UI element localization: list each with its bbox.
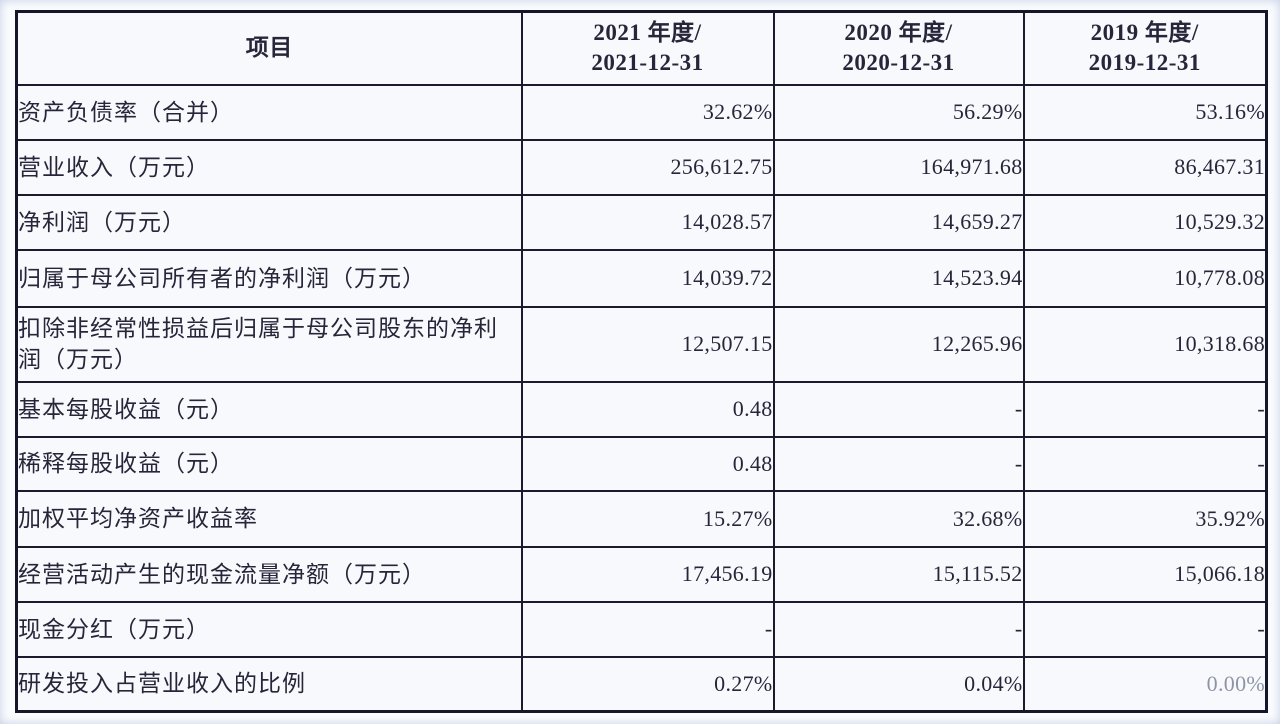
cell-value: - bbox=[1022, 380, 1268, 438]
cell-value: - bbox=[772, 435, 1025, 492]
row-label: 扣除非经常性损益后归属于母公司股东的净利润（万元） bbox=[15, 305, 523, 383]
table-row-basic-eps: 基本每股收益（元） 0.48 - - bbox=[15, 380, 1268, 438]
cell-value: 15,066.18 bbox=[1022, 545, 1268, 603]
header-2020: 2020 年度/ 2020-12-31 bbox=[772, 10, 1025, 86]
table-row-debt-ratio: 资产负债率（合并） 32.62% 56.29% 53.16% bbox=[15, 83, 1268, 141]
header-2021-line1: 2021 年度/ bbox=[593, 20, 702, 46]
cell-value: 14,659.27 bbox=[772, 193, 1025, 251]
header-item: 项目 bbox=[15, 10, 523, 86]
header-2021: 2021 年度/ 2021-12-31 bbox=[520, 10, 775, 86]
cell-value: 10,318.68 bbox=[1022, 305, 1268, 383]
header-2019: 2019 年度/ 2019-12-31 bbox=[1022, 10, 1268, 86]
cell-value: 0.04% bbox=[772, 655, 1025, 713]
table-row-diluted-eps: 稀释每股收益（元） 0.48 - - bbox=[15, 435, 1268, 492]
row-label: 资产负债率（合并） bbox=[15, 83, 523, 141]
row-label: 稀释每股收益（元） bbox=[15, 435, 523, 492]
table-row-parent-net-profit: 归属于母公司所有者的净利润（万元） 14,039.72 14,523.94 10… bbox=[15, 248, 1268, 308]
row-label: 基本每股收益（元） bbox=[15, 380, 523, 438]
row-label: 归属于母公司所有者的净利润（万元） bbox=[15, 248, 523, 308]
cell-value: 0.27% bbox=[520, 655, 775, 713]
header-2020-line1: 2020 年度/ bbox=[844, 20, 953, 46]
financial-indicators-table: 项目 2021 年度/ 2021-12-31 2020 年度/ 2020-12-… bbox=[15, 10, 1268, 713]
row-label: 营业收入（万元） bbox=[15, 138, 523, 196]
cell-value: 17,456.19 bbox=[520, 545, 775, 603]
cell-value: 0.48 bbox=[520, 380, 775, 438]
cell-value: 35.92% bbox=[1022, 489, 1268, 548]
row-label: 现金分红（万元） bbox=[15, 600, 523, 658]
cell-value: 12,265.96 bbox=[772, 305, 1025, 383]
cell-value: 53.16% bbox=[1022, 83, 1268, 141]
cell-value: 14,028.57 bbox=[520, 193, 775, 251]
table-row-rd-ratio: 研发投入占营业收入的比例 0.27% 0.04% 0.00% bbox=[15, 655, 1268, 713]
table-row-net-profit: 净利润（万元） 14,028.57 14,659.27 10,529.32 bbox=[15, 193, 1268, 251]
cell-value: 10,529.32 bbox=[1022, 193, 1268, 251]
cell-value: 32.62% bbox=[520, 83, 775, 141]
header-2021-line2: 2021-12-31 bbox=[591, 50, 704, 76]
row-label: 研发投入占营业收入的比例 bbox=[15, 655, 523, 713]
row-label: 净利润（万元） bbox=[15, 193, 523, 251]
cell-value: 14,039.72 bbox=[520, 248, 775, 308]
table-row-cash-dividend: 现金分红（万元） - - - bbox=[15, 600, 1268, 658]
table-row-revenue: 营业收入（万元） 256,612.75 164,971.68 86,467.31 bbox=[15, 138, 1268, 196]
cell-value: 0.48 bbox=[520, 435, 775, 492]
cell-value: 12,507.15 bbox=[520, 305, 775, 383]
cell-value: 256,612.75 bbox=[520, 138, 775, 196]
cell-value: - bbox=[1022, 600, 1268, 658]
cell-value: 56.29% bbox=[772, 83, 1025, 141]
table-header-row: 项目 2021 年度/ 2021-12-31 2020 年度/ 2020-12-… bbox=[15, 10, 1268, 86]
cell-value: 164,971.68 bbox=[772, 138, 1025, 196]
table-row-deducted-net-profit: 扣除非经常性损益后归属于母公司股东的净利润（万元） 12,507.15 12,2… bbox=[15, 305, 1268, 383]
header-2019-line2: 2019-12-31 bbox=[1088, 50, 1201, 76]
row-label: 加权平均净资产收益率 bbox=[15, 489, 523, 548]
header-2019-line1: 2019 年度/ bbox=[1090, 20, 1199, 46]
header-2020-line2: 2020-12-31 bbox=[842, 50, 955, 76]
cell-value: 86,467.31 bbox=[1022, 138, 1268, 196]
table-row-weighted-roe: 加权平均净资产收益率 15.27% 32.68% 35.92% bbox=[15, 489, 1268, 548]
cell-value: 10,778.08 bbox=[1022, 248, 1268, 308]
cell-value-faded: 0.00% bbox=[1022, 655, 1268, 713]
cell-value: 15,115.52 bbox=[772, 545, 1025, 603]
table-row-operating-cash-flow: 经营活动产生的现金流量净额（万元） 17,456.19 15,115.52 15… bbox=[15, 545, 1268, 603]
cell-value: - bbox=[520, 600, 775, 658]
cell-value: - bbox=[772, 600, 1025, 658]
cell-value: - bbox=[1022, 435, 1268, 492]
cell-value: 15.27% bbox=[520, 489, 775, 548]
cell-value: - bbox=[772, 380, 1025, 438]
cell-value: 14,523.94 bbox=[772, 248, 1025, 308]
cell-value: 32.68% bbox=[772, 489, 1025, 548]
row-label: 经营活动产生的现金流量净额（万元） bbox=[15, 545, 523, 603]
